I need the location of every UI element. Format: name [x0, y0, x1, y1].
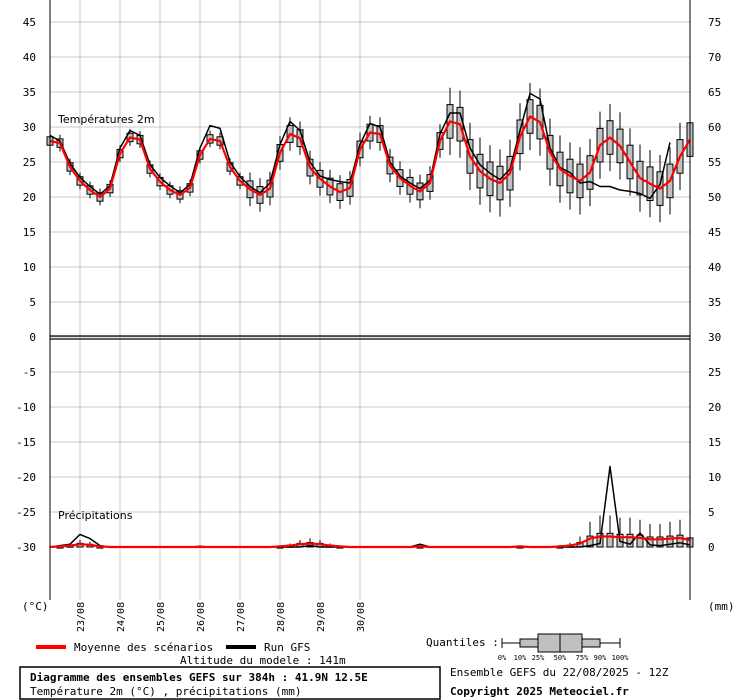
precip-box	[636, 534, 644, 548]
quantile-mark-label: 75%	[576, 654, 589, 662]
date-label: 27/08	[236, 602, 247, 632]
date-label: 29/08	[316, 602, 327, 632]
right-unit-label: (mm)	[708, 600, 735, 613]
left-tick-label: 5	[29, 296, 36, 309]
temperature-mean-line	[49, 115, 691, 199]
quantile-mark-label: 90%	[594, 654, 607, 662]
left-tick-label: -20	[16, 471, 36, 484]
left-tick-label: -30	[16, 541, 36, 554]
left-tick-label: 30	[23, 121, 36, 134]
precip-box	[606, 532, 614, 548]
chart-title: Diagramme des ensembles GEFS sur 384h : …	[30, 671, 368, 684]
legend-mean-label: Moyenne des scénarios	[74, 641, 213, 654]
right-tick-label: 10	[708, 471, 721, 484]
left-tick-label: -25	[16, 506, 36, 519]
quantile-mark-label: 10%	[514, 654, 527, 662]
footer-title-box	[19, 666, 441, 700]
date-label: 23/08	[76, 602, 87, 632]
left-tick-label: 20	[23, 191, 36, 204]
quantile-mark-label: 50%	[554, 654, 567, 662]
grid-lines	[50, 0, 690, 600]
left-tick-label: 10	[23, 261, 36, 274]
right-tick-label: 0	[708, 541, 715, 554]
quantile-marks: 0% 10% 25% 50% 75% 90% 100%	[498, 654, 629, 662]
run-info: Ensemble GEFS du 22/08/2025 - 12Z	[450, 666, 669, 679]
left-tick-label: -5	[23, 366, 36, 379]
date-label: 24/08	[116, 602, 127, 632]
quantile-mark-label: 0%	[498, 654, 507, 662]
precip-run-line	[49, 465, 691, 548]
date-label: 30/08	[356, 602, 367, 632]
precip-box	[586, 535, 594, 548]
precipitation-panel-label: Précipitations	[58, 509, 133, 522]
quantile-mark-label: 100%	[612, 654, 630, 662]
right-tick-label: 5	[708, 506, 715, 519]
right-tick-label: 20	[708, 401, 721, 414]
right-tick-label: 75	[708, 16, 721, 29]
left-tick-label: 45	[23, 16, 36, 29]
right-tick-label: 15	[708, 436, 721, 449]
precip-box	[656, 536, 664, 548]
left-unit-label: (°C)	[22, 600, 49, 613]
temperature-run-line	[49, 92, 671, 200]
date-label: 26/08	[196, 602, 207, 632]
right-tick-label: 25	[708, 366, 721, 379]
series-lines	[49, 92, 691, 549]
right-tick-label: 35	[708, 296, 721, 309]
precip-mean-line	[49, 535, 691, 549]
quantiles-label: Quantiles :	[426, 636, 499, 649]
chart-subtitle: Température 2m (°C) , précipitations (mm…	[30, 685, 302, 698]
left-tick-label: 40	[23, 51, 36, 64]
date-label: 28/08	[276, 602, 287, 632]
legend: Moyenne des scénarios Run GFS Altitude d…	[36, 633, 629, 667]
legend-run-label: Run GFS	[264, 641, 310, 654]
right-tick-label: 30	[708, 331, 721, 344]
left-tick-label: -15	[16, 436, 36, 449]
left-tick-label: 15	[23, 226, 36, 239]
quantile-mark-label: 25%	[532, 654, 545, 662]
right-tick-label: 50	[708, 191, 721, 204]
date-label: 25/08	[156, 602, 167, 632]
left-tick-label: 0	[29, 331, 36, 344]
quantile-legend-box	[501, 633, 621, 653]
altitude-label: Altitude du modele : 141m	[180, 654, 346, 667]
precip-box	[676, 534, 684, 548]
right-tick-label: 65	[708, 86, 721, 99]
precip-box	[666, 535, 674, 548]
right-tick-label: 70	[708, 51, 721, 64]
right-tick-label: 60	[708, 121, 721, 134]
left-tick-label: -10	[16, 401, 36, 414]
left-tick-label: 35	[23, 86, 36, 99]
right-tick-label: 45	[708, 226, 721, 239]
right-tick-label: 55	[708, 156, 721, 169]
copyright: Copyright 2025 Meteociel.fr	[450, 685, 629, 698]
right-tick-label: 40	[708, 261, 721, 274]
left-tick-label: 25	[23, 156, 36, 169]
temperature-panel-label: Températures 2m	[57, 113, 155, 126]
